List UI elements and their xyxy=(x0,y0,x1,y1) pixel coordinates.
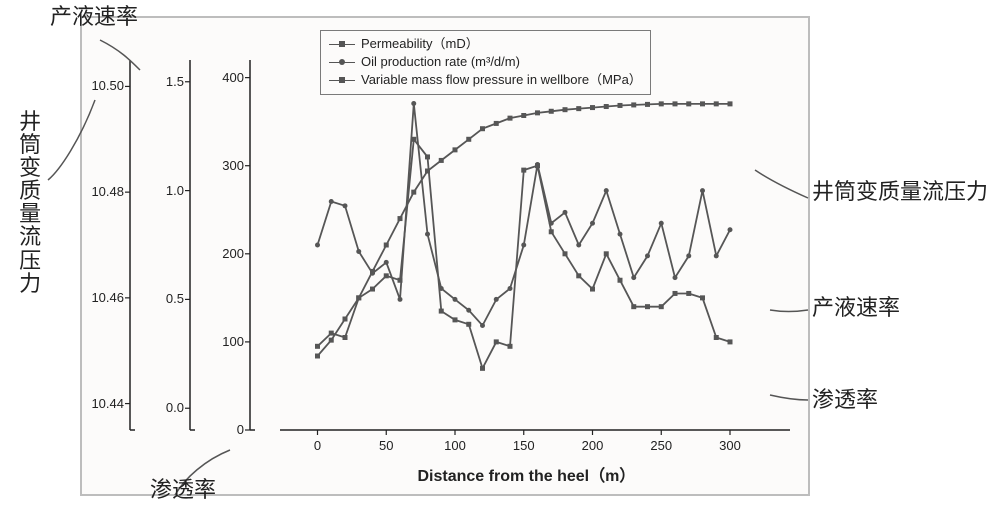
y-tick-label: 100 xyxy=(200,334,244,349)
annotation-left: 井筒变质量流压力 xyxy=(18,110,42,295)
y-tick-label: 0.5 xyxy=(140,291,184,306)
legend-item: Variable mass flow pressure in wellbore（… xyxy=(329,71,642,89)
y-tick-label: 10.48 xyxy=(80,184,124,199)
legend-swatch xyxy=(329,38,355,50)
y-tick-label: 10.46 xyxy=(80,290,124,305)
annotation-right-2: 产液速率 xyxy=(812,296,900,319)
annotation-bottom: 渗透率 xyxy=(150,478,216,501)
x-tick-label: 300 xyxy=(715,438,745,453)
legend-label: Oil production rate (m³/d/m) xyxy=(361,53,520,71)
annotation-top: 产液速率 xyxy=(50,5,138,28)
legend-label: Permeability（mD） xyxy=(361,35,479,53)
y-tick-label: 0 xyxy=(200,422,244,437)
legend-item: Oil production rate (m³/d/m) xyxy=(329,53,642,71)
x-axis-label: Distance from the heel（m） xyxy=(418,462,636,486)
y-tick-label: 1.5 xyxy=(140,74,184,89)
y-tick-label: 200 xyxy=(200,246,244,261)
x-tick-label: 50 xyxy=(371,438,401,453)
x-tick-label: 100 xyxy=(440,438,470,453)
y-tick-label: 300 xyxy=(200,158,244,173)
x-tick-label: 150 xyxy=(509,438,539,453)
legend-swatch xyxy=(329,74,355,86)
legend-item: Permeability（mD） xyxy=(329,35,642,53)
y-tick-label: 10.44 xyxy=(80,396,124,411)
legend-swatch xyxy=(329,56,355,68)
annotation-right-3: 渗透率 xyxy=(812,388,878,411)
annotation-right-1: 井筒变质量流压力 xyxy=(812,180,988,203)
y-tick-label: 0.0 xyxy=(140,400,184,415)
legend: Permeability（mD）Oil production rate (m³/… xyxy=(320,30,651,95)
x-tick-label: 250 xyxy=(646,438,676,453)
y-tick-label: 10.50 xyxy=(80,78,124,93)
y-tick-label: 400 xyxy=(200,70,244,85)
x-tick-label: 0 xyxy=(303,438,333,453)
y-tick-label: 1.0 xyxy=(140,183,184,198)
x-tick-label: 200 xyxy=(578,438,608,453)
legend-label: Variable mass flow pressure in wellbore（… xyxy=(361,71,642,89)
page: Permeability（mD）Oil production rate (m³/… xyxy=(0,0,1000,514)
